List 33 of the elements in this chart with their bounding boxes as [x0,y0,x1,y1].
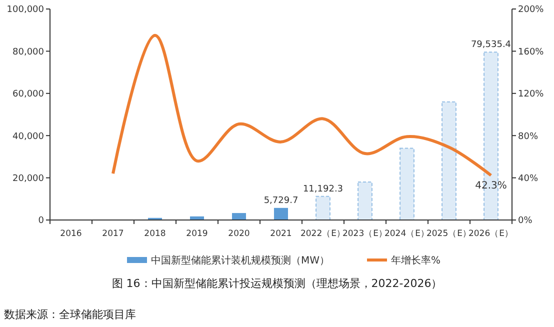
y-tick-label: 20,000 [12,174,44,184]
y2-tick-label: 200% [518,5,544,16]
source-note: 数据来源：全球储能项目库 [4,308,136,321]
text: 图 16：中国新型储能累计投运规模预测（理想场景，2022-2026） [112,277,442,290]
x-tick-label: 2017 [102,229,124,239]
x-tick-label: 2018 [144,229,166,239]
x-tick-label: 2016 [60,229,82,239]
y-tick-label: 0 [38,216,44,226]
y2-tick-label: 40% [518,174,538,184]
bar [274,208,288,220]
legend-label: 年增长率% [391,254,441,266]
y2-tick-label: 120% [518,90,544,100]
y-tick-label: 40,000 [12,132,44,142]
bar [400,148,414,220]
data-label: 11,192.3 [302,184,344,194]
y2-tick-label: 80% [518,132,538,142]
x-tick-label: 2021 [270,229,292,239]
x-tick-label: 2026（E） [468,229,514,239]
bar [358,182,372,220]
x-tick-label: 2020 [228,229,250,239]
y-tick-label: 80,000 [12,47,44,58]
data-label: 79,535.4 [470,40,512,50]
x-tick-label: 2019 [186,229,208,239]
y-tick-label: 100,000 [6,5,44,16]
legend-label: 中国新型储能累计装机规模预测（MW） [151,254,330,266]
data-label: 5,729.7 [264,196,298,206]
bar [232,213,246,220]
data-label: 42.3% [475,180,507,192]
bar [316,196,330,220]
bar [442,101,456,220]
y2-tick-label: 160% [518,47,544,58]
y-tick-label: 60,000 [12,90,44,100]
y2-tick-label: 0% [518,216,533,226]
